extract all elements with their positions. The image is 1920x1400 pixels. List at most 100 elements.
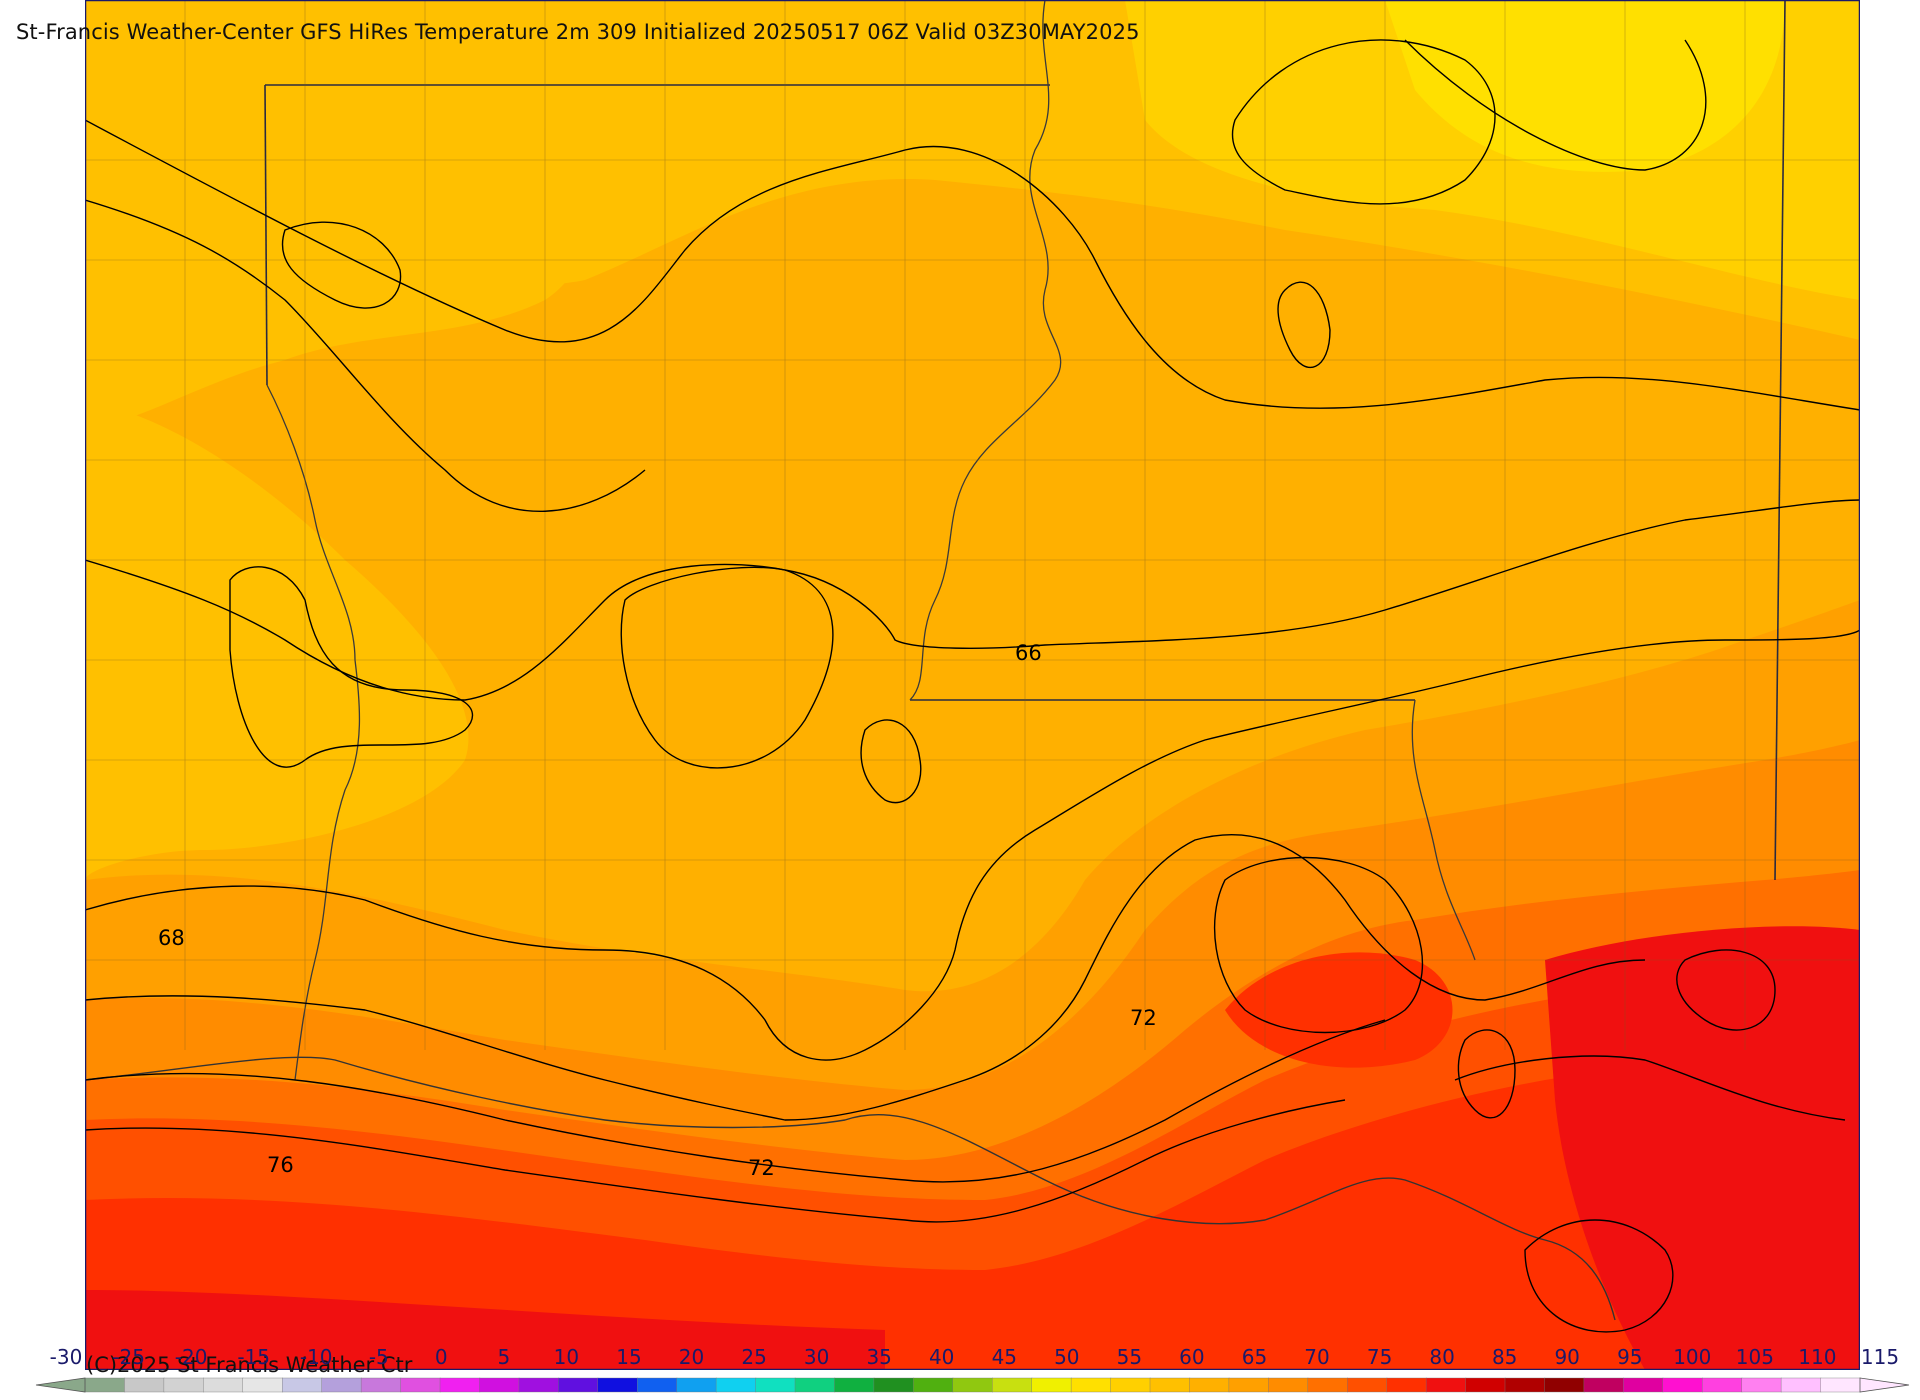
- colorbar-tick-label: 55: [1116, 1345, 1143, 1369]
- colorbar-cell: [1347, 1377, 1388, 1393]
- colorbar-tick-label: 30: [803, 1345, 830, 1369]
- colorbar-cell: [1583, 1377, 1625, 1393]
- colorbar-tick-label: 35: [866, 1345, 892, 1369]
- isotherm-72: [85, 834, 1646, 1121]
- colorbar-cell: [1228, 1377, 1270, 1393]
- colorbar-cell: [1070, 1377, 1112, 1393]
- colorbar-cell: [1110, 1377, 1151, 1393]
- colorbar-cell: [203, 1377, 244, 1393]
- copyright-text: (C)2025 St Francis Weather Ctr: [86, 1353, 413, 1377]
- colorbar-cell: [794, 1377, 836, 1393]
- colorbar-cell: [400, 1377, 441, 1393]
- colorbar-cell: [952, 1377, 993, 1393]
- isotherm-70-small: [860, 719, 922, 804]
- colorbar-tick-label: 80: [1429, 1345, 1455, 1369]
- colorbar-cell: [479, 1377, 520, 1393]
- temperature-field: 66 68 72 72 76: [85, 0, 1860, 1370]
- colorbar-tick-label: 95: [1617, 1345, 1643, 1369]
- colorbar-tick-label: 85: [1491, 1345, 1518, 1369]
- temperature-map: 66 68 72 72 76: [85, 0, 1860, 1370]
- colorbar-cell: [1189, 1377, 1230, 1393]
- colorbar-cell: [873, 1377, 915, 1393]
- colorbar-cells: [84, 1377, 1861, 1393]
- colorbar-tick-label: 15: [616, 1345, 642, 1369]
- colorbar-cell: [518, 1377, 560, 1393]
- colorbar-tick-label: -20: [174, 1345, 208, 1369]
- colorbar-tick-label: 20: [678, 1345, 705, 1369]
- colorbar-cell: [755, 1377, 796, 1393]
- colorbar-cell: [597, 1377, 638, 1393]
- isotherm-68: [85, 629, 1860, 1061]
- colorbar: [35, 1377, 1910, 1393]
- contour-label-72-south: 72: [748, 1156, 775, 1180]
- isotherm-64-ring: [281, 221, 402, 309]
- colorbar-cell: [282, 1377, 323, 1393]
- colorbar-tick-label: 90: [1554, 1345, 1580, 1369]
- isotherm-80-delta: [1524, 1219, 1674, 1333]
- county-lines: [85, 0, 1860, 1050]
- colorbar-cell: [1780, 1377, 1822, 1393]
- colorbar-tick-label: -25: [112, 1345, 145, 1369]
- colorbar-high-arrow: [1859, 1377, 1910, 1393]
- colorbar-tick-label: 45: [991, 1345, 1018, 1369]
- colorbar-cell: [163, 1377, 205, 1393]
- colorbar-cell: [84, 1377, 126, 1393]
- colorbar-tick-label: 5: [497, 1345, 511, 1369]
- colorbar-cell: [637, 1377, 678, 1393]
- isotherm-76: [85, 1099, 1346, 1223]
- colorbar-cell: [1741, 1377, 1782, 1393]
- colorbar-cell: [1268, 1377, 1309, 1393]
- isotherm-64a: [85, 119, 1860, 411]
- isotherm-ring-ms: [1277, 281, 1331, 369]
- contour-label-72-east: 72: [1130, 1006, 1157, 1030]
- red-river: [266, 384, 361, 1081]
- field-80-south: [85, 1290, 885, 1370]
- state-boundaries: [264, 0, 1786, 881]
- colorbar-tick-label: 0: [434, 1345, 448, 1369]
- colorbar-cell: [1031, 1377, 1072, 1393]
- rivers: [266, 0, 1476, 1081]
- colorbar-tick-label: 25: [741, 1345, 767, 1369]
- colorbar-cell: [321, 1377, 362, 1393]
- colorbar-cell: [1544, 1377, 1585, 1393]
- colorbar-tick-label: -10: [299, 1345, 333, 1369]
- contour-label-68: 68: [158, 926, 185, 950]
- colorbar-cell: [1702, 1377, 1743, 1393]
- colorbar-low-arrow: [35, 1377, 86, 1393]
- colorbar-cell: [913, 1377, 954, 1393]
- field-78-band: [85, 1030, 1860, 1370]
- colorbar-tick-label: 110: [1798, 1345, 1837, 1369]
- colorbar-cell: [1623, 1377, 1664, 1393]
- colorbar-cell: [1820, 1377, 1861, 1393]
- colorbar-cell: [1149, 1377, 1191, 1393]
- colorbar-cell: [1386, 1377, 1427, 1393]
- isotherms: [85, 39, 1860, 1333]
- isotherm-74: [85, 1019, 1386, 1183]
- isotherm-74-ring: [1213, 856, 1424, 1034]
- colorbar-tick-label: -30: [49, 1345, 83, 1369]
- pearl-river: [1411, 699, 1476, 961]
- colorbar-tick-label: -15: [237, 1345, 271, 1369]
- colorbar-cell: [558, 1377, 599, 1393]
- field-upper-left: [85, 54, 580, 431]
- contour-labels: 66 68 72 72 76: [158, 641, 1157, 1180]
- mississippi-river: [909, 0, 1062, 701]
- isotherm-66: [85, 499, 1860, 701]
- colorbar-tick-label: 75: [1366, 1345, 1393, 1369]
- isotherm-68-lobe: [620, 566, 834, 769]
- colorbar-tick-label: 65: [1241, 1345, 1268, 1369]
- colorbar-cell: [360, 1377, 402, 1393]
- isotherm-66-west-lobe: [229, 566, 474, 768]
- colorbar-cell: [1504, 1377, 1546, 1393]
- colorbar-cell: [1307, 1377, 1348, 1393]
- colorbar-cell: [1425, 1377, 1467, 1393]
- colorbar-tick-label: 105: [1735, 1345, 1774, 1369]
- isotherm-62-east: [1231, 39, 1496, 205]
- colorbar-cell: [124, 1377, 165, 1393]
- map-border: [85, 0, 1860, 1370]
- gulf-coastline: [85, 1056, 1616, 1321]
- field-high-60s: [1385, 0, 1785, 172]
- colorbar-tick-label: 60: [1179, 1345, 1205, 1369]
- colorbar-cell: [834, 1377, 875, 1393]
- colorbar-tick-label: -5: [368, 1345, 389, 1369]
